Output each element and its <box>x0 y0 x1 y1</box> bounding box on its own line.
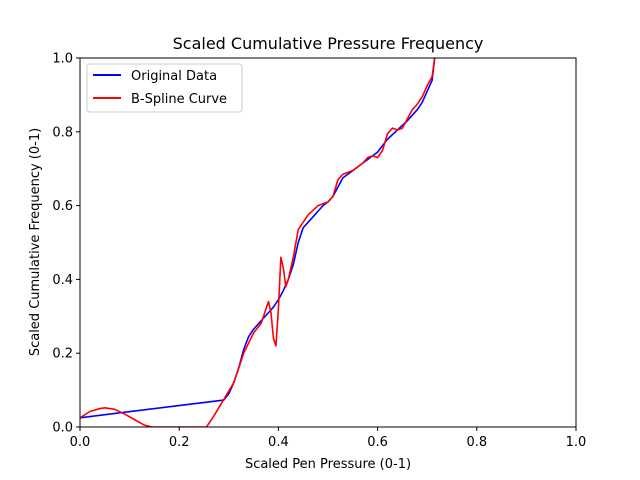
legend-label-b-spline-curve: B-Spline Curve <box>131 92 227 107</box>
x-tick-label: 0.4 <box>268 435 289 450</box>
x-tick-label: 0.2 <box>169 435 190 450</box>
y-axis-label: Scaled Cumulative Frequency (0-1) <box>28 128 43 356</box>
x-tick-label: 0.6 <box>367 435 388 450</box>
x-tick-label: 1.0 <box>566 435 587 450</box>
series-line-b-spline-curve <box>80 58 436 427</box>
y-tick-label: 0.0 <box>52 421 73 436</box>
y-tick-label: 1.0 <box>52 52 73 67</box>
y-tick-label: 0.8 <box>52 125 73 140</box>
legend-label-original-data: Original Data <box>131 69 217 84</box>
legend-box <box>86 63 243 113</box>
y-tick-label: 0.6 <box>52 199 73 214</box>
y-tick-label: 0.4 <box>52 273 73 288</box>
y-tick-label: 0.2 <box>52 347 73 362</box>
legend: Original Data B-Spline Curve <box>86 63 243 113</box>
chart-title: Scaled Cumulative Pressure Frequency <box>173 34 484 53</box>
plot-frame <box>79 57 577 428</box>
x-tick-label: 0.8 <box>466 435 487 450</box>
x-axis-label: Scaled Pen Pressure (0-1) <box>245 457 411 472</box>
series-line-original-data <box>80 58 436 419</box>
x-tick-label: 0.0 <box>70 435 91 450</box>
